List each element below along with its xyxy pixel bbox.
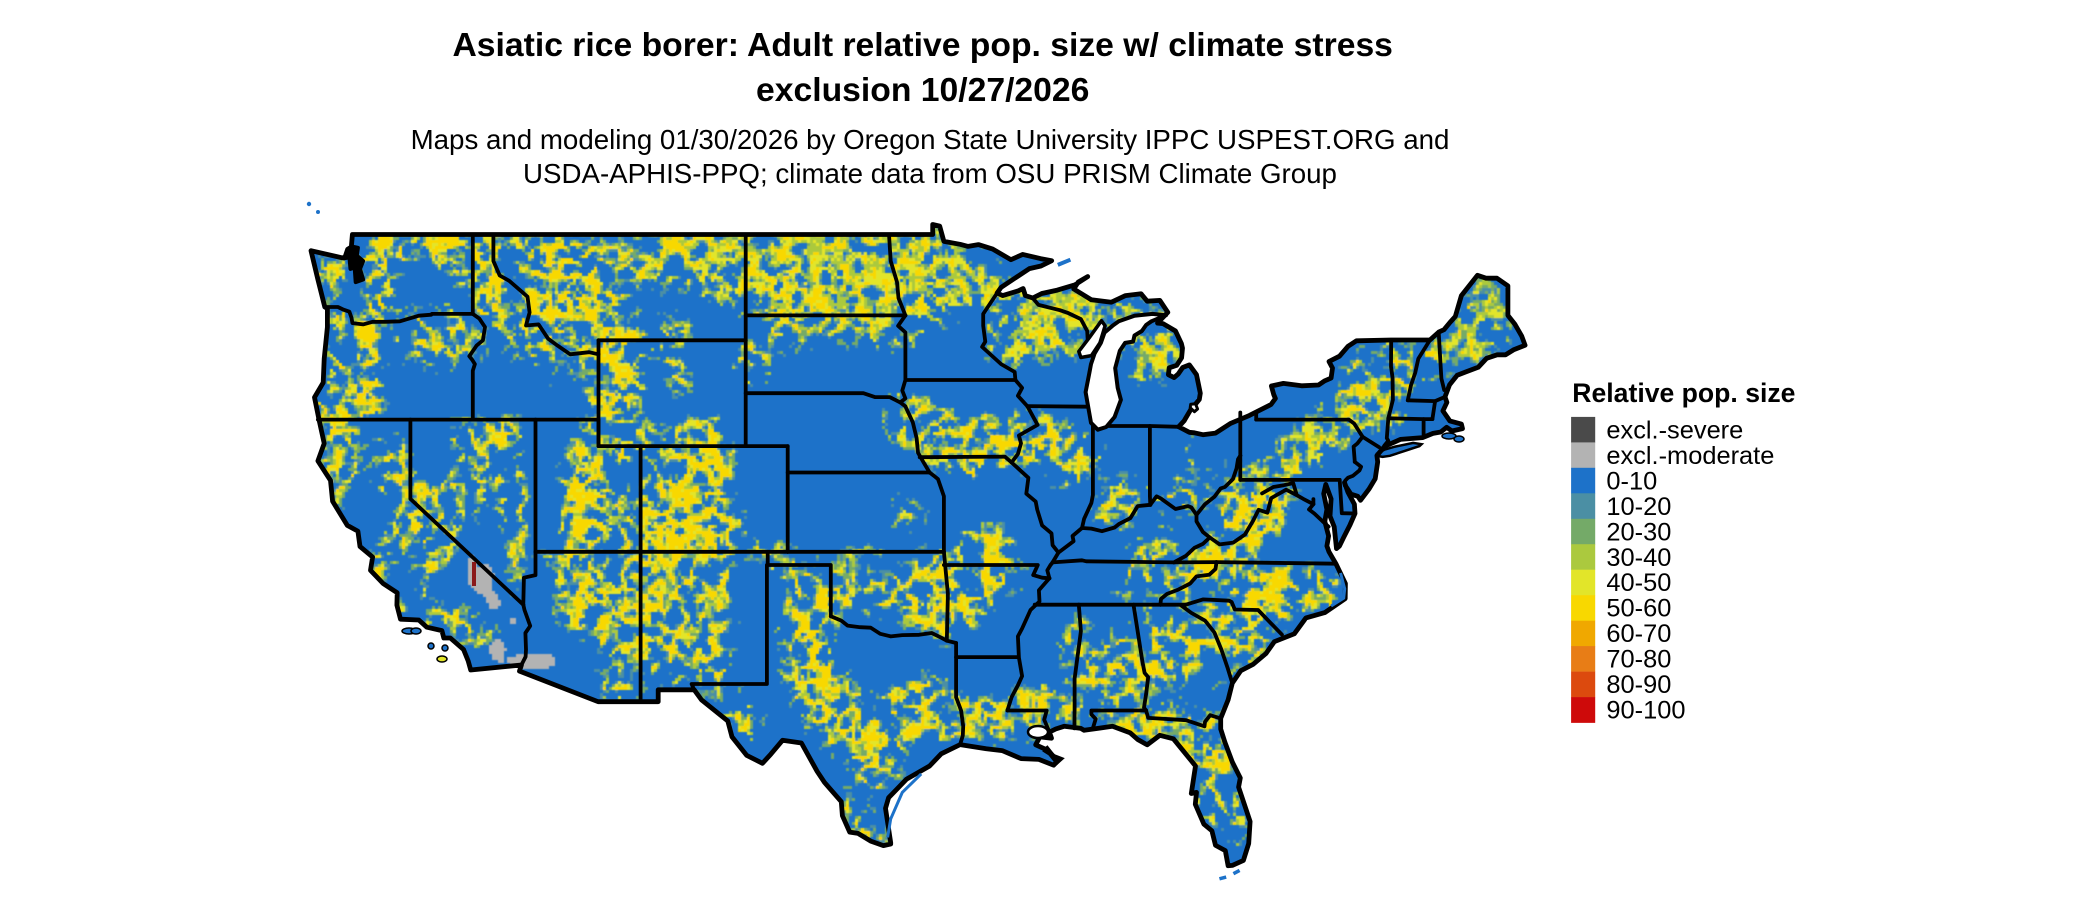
svg-text:80-90: 80-90 xyxy=(1606,671,1671,699)
svg-text:60-70: 60-70 xyxy=(1606,620,1671,648)
svg-text:excl.-severe: excl.-severe xyxy=(1606,416,1743,444)
svg-text:USDA-APHIS-PPQ; climate data f: USDA-APHIS-PPQ; climate data from OSU PR… xyxy=(523,158,1337,189)
svg-text:Maps and modeling 01/30/2026 b: Maps and modeling 01/30/2026 by Oregon S… xyxy=(411,124,1450,155)
svg-text:20-30: 20-30 xyxy=(1606,518,1671,546)
svg-text:10-20: 10-20 xyxy=(1606,493,1671,521)
svg-text:Relative pop. size: Relative pop. size xyxy=(1572,378,1795,408)
svg-text:exclusion 10/27/2026: exclusion 10/27/2026 xyxy=(756,71,1089,109)
svg-text:70-80: 70-80 xyxy=(1606,646,1671,674)
svg-text:30-40: 30-40 xyxy=(1606,544,1671,572)
svg-text:50-60: 50-60 xyxy=(1606,595,1671,623)
svg-text:excl.-moderate: excl.-moderate xyxy=(1606,442,1774,470)
svg-text:Asiatic rice borer: Adult rela: Asiatic rice borer: Adult relative pop. … xyxy=(452,26,1392,64)
svg-text:40-50: 40-50 xyxy=(1606,569,1671,597)
svg-text:90-100: 90-100 xyxy=(1606,697,1685,725)
svg-text:0-10: 0-10 xyxy=(1606,467,1657,495)
